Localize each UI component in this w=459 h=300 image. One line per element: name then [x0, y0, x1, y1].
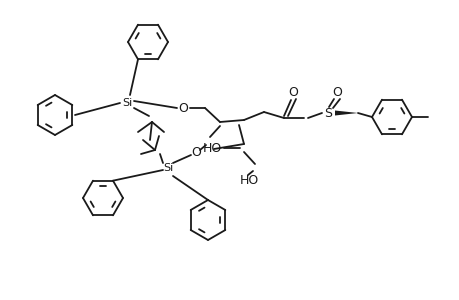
- Text: HO: HO: [240, 173, 259, 187]
- Text: S: S: [323, 106, 331, 119]
- Text: HO: HO: [202, 142, 222, 154]
- Text: Si: Si: [162, 163, 173, 173]
- Text: O: O: [287, 85, 297, 98]
- Text: O: O: [331, 85, 341, 98]
- Text: Si: Si: [122, 98, 132, 108]
- Text: O: O: [178, 101, 188, 115]
- Polygon shape: [334, 110, 357, 116]
- Text: O: O: [190, 146, 201, 158]
